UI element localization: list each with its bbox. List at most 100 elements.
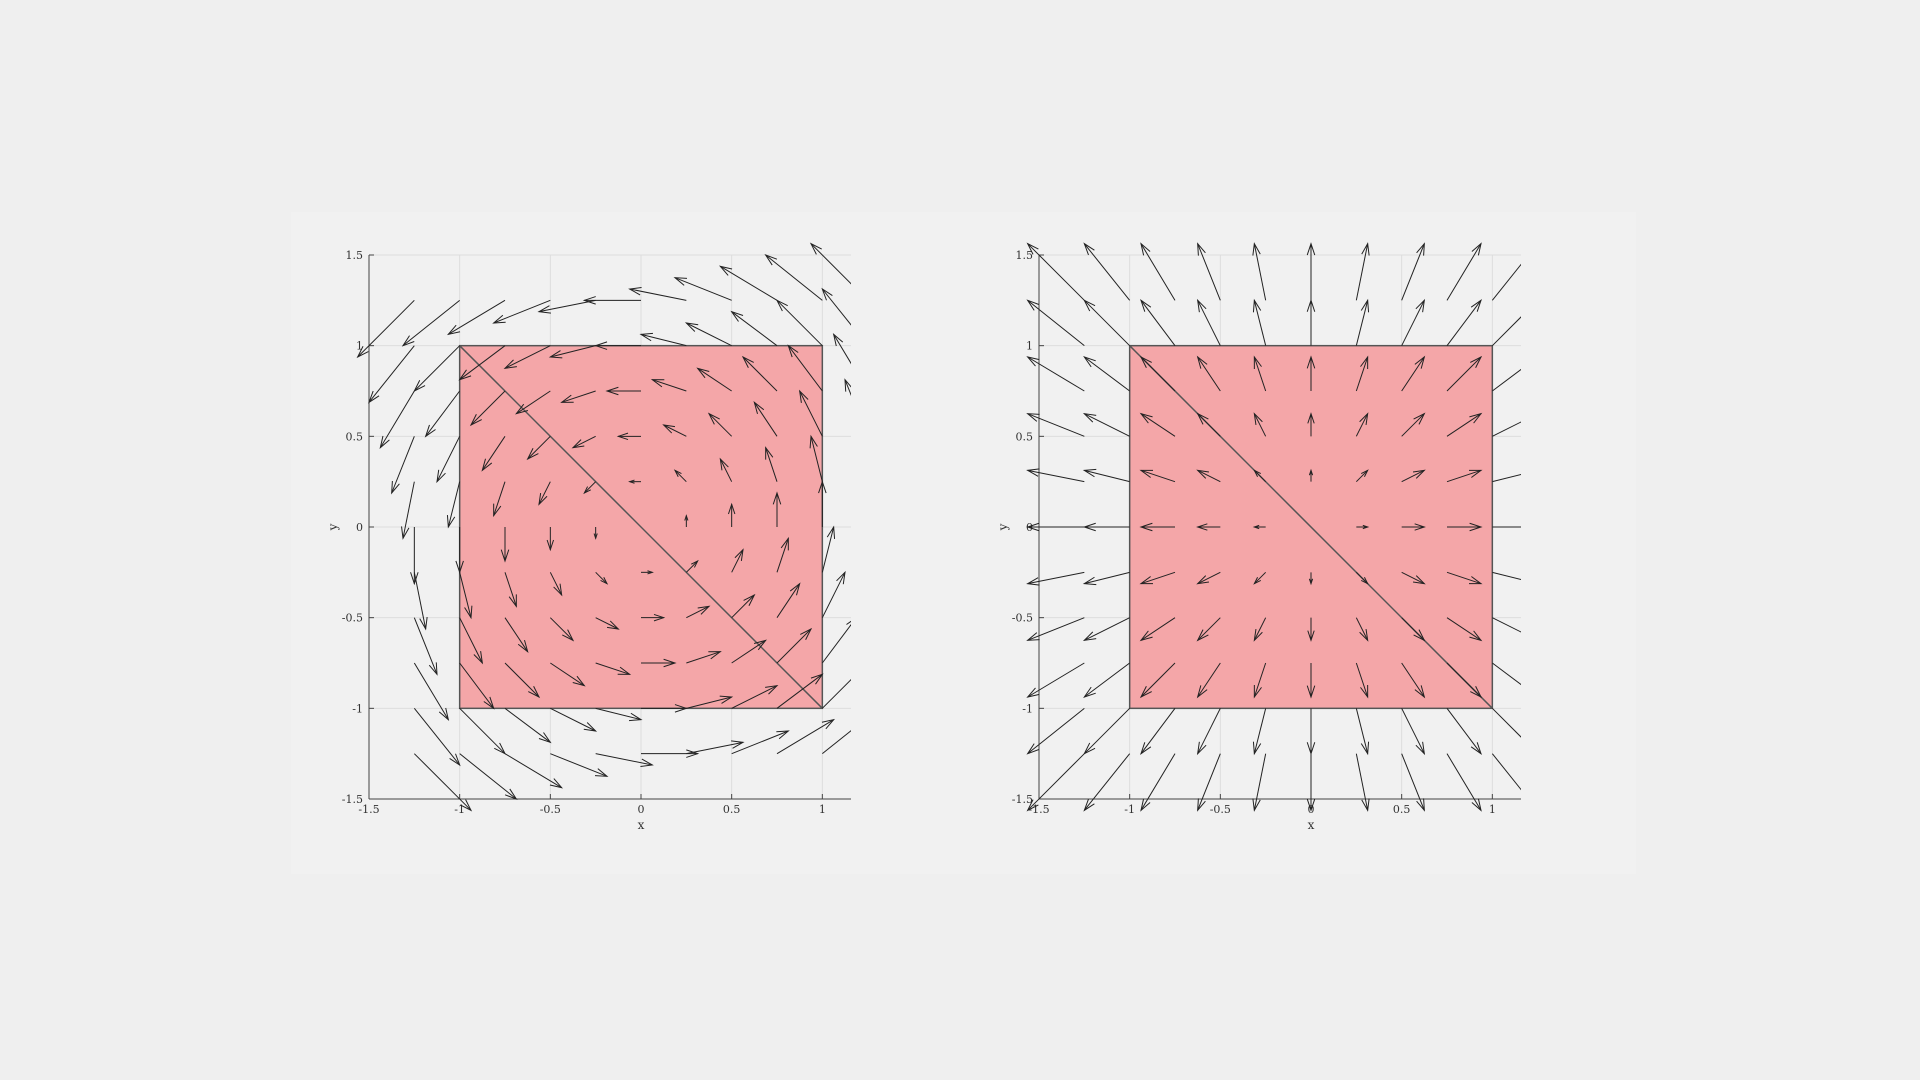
arrow-shaft	[459, 572, 472, 618]
arrow-head	[719, 457, 729, 471]
vector-arrow	[1253, 662, 1267, 699]
vector-arrow	[1492, 526, 1521, 528]
arrow-head	[1415, 298, 1426, 313]
arrow-head	[673, 277, 688, 286]
vector-arrow	[1082, 468, 1130, 483]
arrow-shaft	[1253, 662, 1267, 698]
arrow-shaft	[821, 572, 846, 618]
arrow-head	[1026, 577, 1040, 586]
vector-arrow	[1026, 571, 1085, 586]
arrow-head	[1470, 686, 1483, 699]
vector-arrow	[1492, 421, 1521, 437]
arrow-head	[1026, 299, 1040, 311]
y-tick-label: -1.5	[342, 793, 363, 806]
arrow-head	[469, 414, 482, 427]
vector-arrow	[504, 572, 517, 608]
arrow-shaft	[516, 390, 551, 415]
vector-arrow	[641, 658, 677, 668]
arrow-head	[686, 749, 700, 758]
vector-arrow	[1491, 753, 1521, 791]
arrow-shaft	[1253, 753, 1267, 811]
arrow-shaft	[493, 299, 551, 324]
arrow-shaft	[776, 673, 823, 709]
arrow-head	[1139, 576, 1154, 585]
arrow-head	[734, 548, 744, 562]
vector-arrow	[1026, 522, 1085, 532]
arrow-shaft	[686, 651, 721, 664]
arrow-shaft	[459, 753, 517, 800]
arrow-head	[446, 514, 456, 529]
arrow-shaft	[810, 436, 823, 482]
vector-arrow	[413, 572, 428, 631]
y-tick-label: 1.5	[346, 249, 364, 262]
arrow-shaft	[1401, 708, 1425, 754]
arrow-shaft	[1491, 707, 1521, 738]
y-tick-label: -1	[352, 702, 363, 715]
arrow-head	[379, 435, 390, 450]
arrow-head	[1196, 629, 1209, 642]
arrow-head	[460, 799, 473, 812]
arrow-shaft	[1446, 662, 1482, 698]
vector-arrow	[686, 605, 711, 619]
x-tick-label: -1.5	[358, 803, 379, 816]
y-tick-label: -1	[1022, 702, 1033, 715]
vector-arrow	[1306, 242, 1316, 301]
vector-arrow	[730, 310, 778, 347]
arrow-shaft	[1253, 356, 1267, 392]
arrow-head	[765, 446, 774, 460]
arrow-head	[1140, 798, 1151, 812]
arrow-head	[1139, 630, 1153, 642]
arrow-shaft	[1027, 571, 1085, 585]
arrow-head	[1307, 630, 1315, 642]
arrow-shaft	[844, 379, 851, 397]
arrow-head	[653, 613, 666, 622]
figure-panel: -1.5 -1 -0.5 0 0.5 1 1.5 -1.5 -1 -0.5 0 0.5 1 1.5 x y -…	[291, 212, 1636, 874]
arrow-head	[741, 355, 754, 368]
arrow-head	[492, 314, 506, 324]
arrow-shaft	[1355, 413, 1369, 437]
arrow-shaft	[550, 345, 596, 358]
arrow-head	[504, 788, 518, 800]
arrow-shaft	[1027, 617, 1085, 641]
vector-arrow	[1139, 571, 1176, 585]
arrow-head	[446, 324, 461, 336]
vector-arrow	[641, 613, 666, 622]
arrow-head	[1196, 523, 1208, 531]
arrow-shaft	[538, 299, 596, 313]
vector-arrow	[546, 527, 555, 552]
arrow-shaft	[550, 707, 596, 732]
arrow-head	[571, 439, 585, 449]
vector-arrow	[1083, 662, 1130, 698]
arrow-head	[1306, 242, 1316, 256]
arrow-head	[1082, 468, 1097, 478]
arrow-shaft	[1253, 469, 1267, 483]
vector-arrow	[1355, 571, 1369, 585]
arrow-shaft	[1401, 617, 1425, 641]
arrow-shaft	[481, 436, 506, 471]
arrow-head	[1139, 522, 1153, 532]
vector-arrow	[1083, 707, 1131, 755]
arrow-shaft	[742, 356, 778, 392]
arrow-head	[650, 379, 665, 388]
arrow-head	[1139, 469, 1154, 478]
arrow-head	[424, 424, 436, 438]
vector-arrow	[1446, 708, 1482, 755]
arrow-head	[787, 344, 799, 358]
vector-arrow	[1026, 468, 1085, 483]
arrow-shaft	[1083, 707, 1131, 755]
vector-arrow	[401, 481, 415, 540]
arrow-head	[640, 758, 654, 767]
arrow-head	[594, 341, 608, 350]
vector-arrow	[413, 708, 461, 767]
arrow-shaft	[1401, 413, 1425, 437]
arrow-head	[1026, 242, 1039, 255]
arrow-head	[1140, 299, 1152, 312]
vector-arrow	[583, 481, 597, 495]
vector-arrow	[1196, 298, 1221, 346]
arrow-shaft	[1401, 243, 1425, 301]
arrow-shaft	[1197, 243, 1221, 301]
arrow-head	[1359, 412, 1369, 426]
vector-arrow	[1083, 242, 1131, 301]
arrow-head	[663, 658, 677, 668]
vector-arrow	[818, 480, 827, 527]
